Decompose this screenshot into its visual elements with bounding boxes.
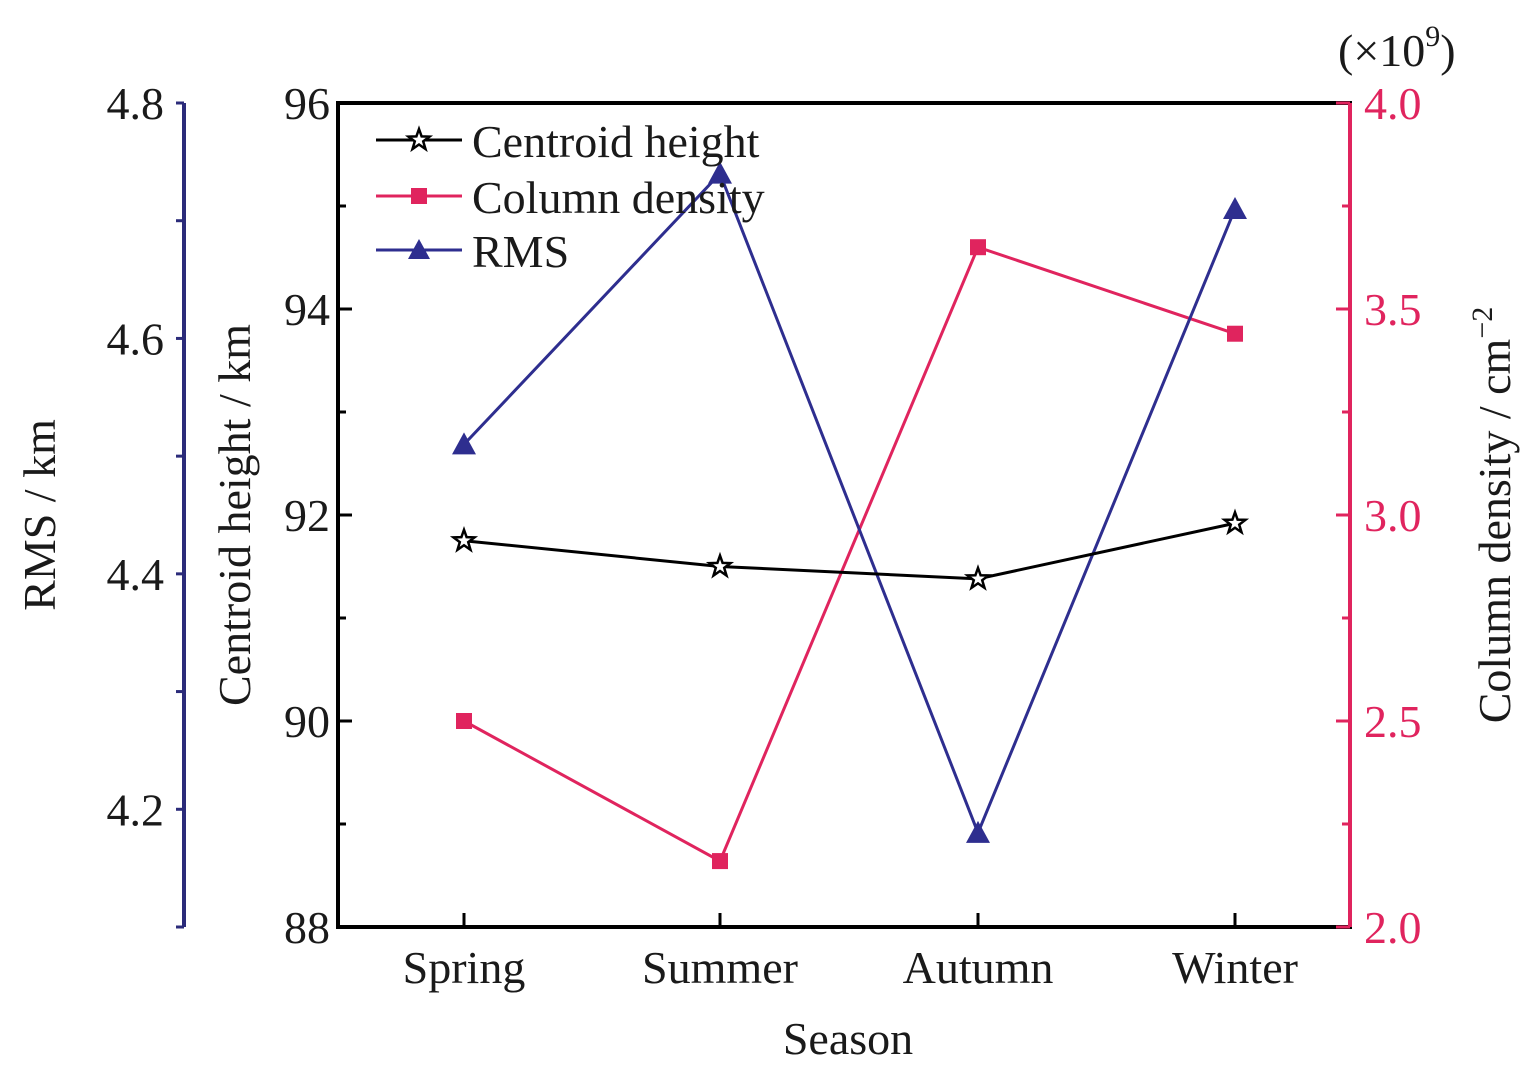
column-density-axis-title: Column density / cm−2: [1466, 307, 1520, 724]
column-density-point: [712, 853, 728, 870]
column-density-axis-tick-label: 2.0: [1364, 902, 1422, 953]
rms-axis-tick-label: 4.4: [107, 549, 165, 600]
centroid-height-point: [963, 564, 993, 591]
rms-point: [966, 820, 990, 843]
centroid-axis-tick-label: 90: [284, 696, 330, 747]
series-layer: [449, 161, 1250, 870]
column-density-point: [1227, 325, 1243, 342]
column-density-multiplier: (×109): [1338, 20, 1456, 76]
column-density-point: [970, 239, 986, 256]
centroid-axis-title: Centroid height / km: [209, 324, 260, 706]
legend-square-marker: [411, 188, 427, 204]
multiplier-exponent: 9: [1425, 20, 1440, 53]
rms-point: [708, 161, 732, 184]
rms-axis-tick-label: 4.8: [107, 78, 165, 129]
centroid-axis-tick-label: 92: [284, 490, 330, 541]
column-density-axis-tick-label: 4.0: [1364, 78, 1422, 129]
legend-triangle-marker: [408, 239, 430, 259]
column-density-axis-title-sup: −2: [1466, 307, 1499, 339]
x-axis-tick-label: Summer: [642, 942, 798, 993]
legend-label-column-density: Column density: [472, 172, 765, 223]
column-density-point: [456, 713, 472, 729]
rms-point: [1223, 196, 1247, 219]
centroid-height-point: [1220, 508, 1250, 536]
rms-point: [452, 432, 476, 455]
legend-item-centroid-height: Centroid height: [376, 116, 760, 167]
column-density-series-line: [463, 245, 1236, 864]
legend-label-centroid-height: Centroid height: [472, 116, 760, 167]
rms-axis-tick-label: 4.2: [107, 784, 165, 835]
x-axis-title: Season: [783, 1013, 913, 1064]
legend-item-column-density: Column density: [376, 172, 765, 223]
legend-item-rms: RMS: [376, 226, 569, 277]
column-density-axis-tick-label: 3.0: [1364, 490, 1422, 541]
centroid-height-point: [449, 525, 479, 553]
x-axis-tick-label: Spring: [403, 942, 526, 993]
column-density-axis-tick-label: 2.5: [1364, 696, 1422, 747]
multiplier-prefix: (×10: [1338, 25, 1425, 76]
x-axis-tick-label: Autumn: [903, 942, 1054, 993]
centroid-axis-tick-label: 88: [284, 902, 330, 953]
centroid-height-point: [705, 551, 735, 579]
rms-axis-title: RMS / km: [14, 419, 65, 611]
multiplier-suffix: ): [1440, 25, 1455, 76]
centroid-axis-tick-label: 96: [284, 78, 330, 129]
rms-axis-tick-label: 4.6: [107, 313, 165, 364]
ticks-layer: 88 90 92 94 96 4.2 4.4 4.6 4.8 2.0 2.5 3.0 3.5 4.0 Spr…: [107, 78, 1422, 993]
legend: Centroid height Column density RMS: [376, 116, 765, 277]
rms-series-line: [462, 170, 1237, 837]
x-axis-tick-label: Winter: [1172, 942, 1298, 993]
centroid-axis-tick-label: 94: [284, 284, 330, 335]
column-density-axis-tick-label: 3.5: [1364, 284, 1422, 335]
centroid-height-series-line: [463, 521, 1236, 581]
column-density-axis-title-main: Column density / cm: [1469, 338, 1520, 723]
legend-label-rms: RMS: [472, 226, 569, 277]
legend-star-marker: [404, 125, 434, 153]
